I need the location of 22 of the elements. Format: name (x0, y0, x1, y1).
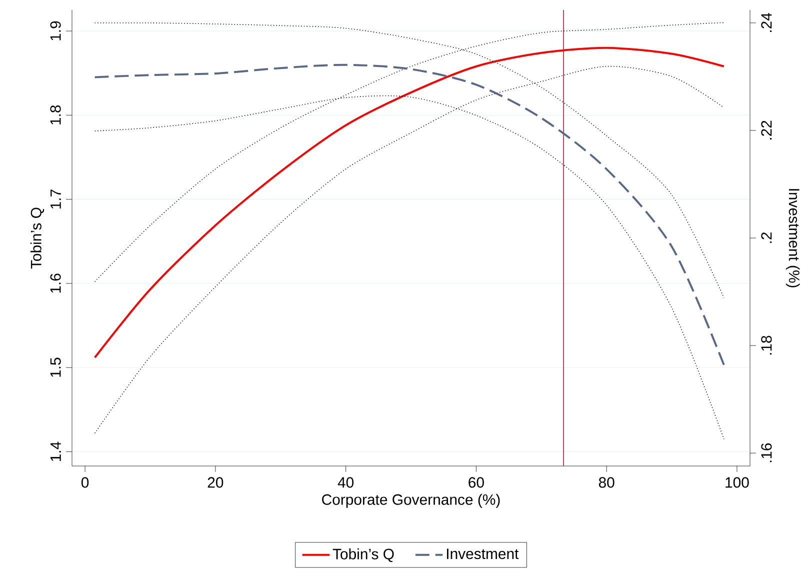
y2-axis-title: Investment (%) (786, 189, 800, 288)
y-tick-label: 1.9 (50, 21, 61, 40)
y2-tick-label: .2 (761, 232, 772, 243)
legend-label: Investment (447, 548, 519, 560)
y-tick-label: 1.5 (50, 358, 61, 377)
y2-tick-label: .24 (761, 12, 772, 32)
y-axis-title: Tobin’s Q (30, 208, 44, 269)
x-tick-label: 60 (468, 477, 484, 488)
x-tick-label: 40 (338, 477, 354, 488)
x-tick-label: 20 (208, 477, 224, 488)
x-tick-label: 100 (726, 477, 749, 488)
y2-tick-label: .22 (761, 120, 772, 140)
x-tick-label: 0 (81, 477, 89, 488)
y2-tick-label: .16 (761, 443, 772, 462)
y-tick-label: 1.4 (50, 442, 61, 461)
y-tick-label: 1.6 (50, 274, 61, 293)
x-axis-title: Corporate Governance (%) (322, 494, 500, 508)
legend-label: Tobin’s Q (332, 548, 394, 562)
x-tick-label: 80 (598, 477, 614, 488)
y2-tick-label: .18 (761, 336, 772, 355)
y-tick-label: 1.8 (50, 105, 61, 124)
y-tick-label: 1.7 (50, 190, 61, 209)
